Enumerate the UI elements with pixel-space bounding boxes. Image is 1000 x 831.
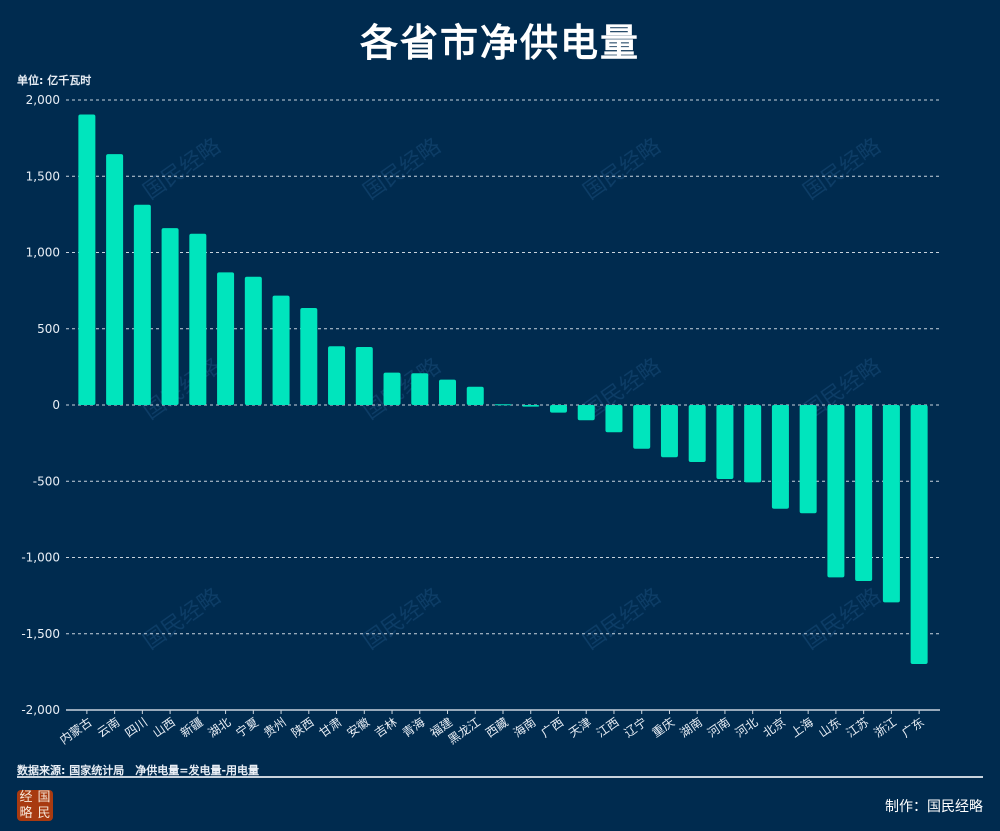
watermark: 国民经略 [799, 134, 885, 205]
bar-西藏 [494, 404, 512, 406]
x-tick-label: 天津 [566, 715, 594, 740]
bar-重庆 [660, 405, 678, 458]
bar-河南 [716, 405, 734, 479]
x-tick-label: 江西 [594, 715, 622, 740]
x-tick-label: 甘肃 [317, 715, 345, 740]
y-tick-label: -1,500 [21, 627, 60, 641]
x-tick-label: 北京 [760, 715, 788, 740]
x-tick-label: 青海 [399, 714, 427, 740]
y-tick-label: 1,500 [26, 169, 60, 183]
bar-安徽 [355, 347, 373, 405]
x-tick-label: 黑龙江 [445, 715, 483, 747]
bar-北京 [771, 405, 789, 509]
x-tick-label: 重庆 [649, 715, 677, 740]
bar-新疆 [189, 233, 207, 405]
bar-广东 [910, 405, 928, 664]
bar-湖南 [688, 405, 706, 463]
x-tick-label: 河南 [704, 714, 732, 740]
bar-福建 [439, 379, 457, 405]
bar-内蒙古 [78, 114, 96, 406]
x-tick-label: 贵州 [261, 715, 289, 740]
x-tick-label: 吉林 [372, 715, 400, 740]
bar-黑龙江 [466, 386, 484, 405]
unit-label: 单位: 亿千瓦时 [17, 74, 92, 87]
x-tick-label: 广西 [539, 715, 567, 740]
bar-湖北 [217, 272, 235, 405]
x-tick-label: 辽宁 [621, 714, 649, 740]
bar-贵州 [272, 295, 290, 405]
source-note: 数据来源: 国家统计局 净供电量=发电量-用电量 [17, 764, 260, 777]
divider [17, 776, 983, 778]
watermark: 国民经略 [359, 134, 445, 205]
bar-上海 [799, 405, 817, 514]
y-tick-label: 1,000 [26, 246, 60, 260]
x-tick-label: 湖南 [677, 714, 705, 740]
watermark: 国民经略 [799, 584, 885, 655]
x-tick-label: 湖北 [205, 714, 233, 740]
bar-江西 [605, 405, 623, 433]
bar-甘肃 [328, 346, 346, 405]
y-tick-label: 500 [37, 322, 60, 336]
x-tick-label: 上海 [788, 714, 816, 740]
y-tick-label: 2,000 [26, 93, 60, 107]
y-tick-label: -2,000 [21, 703, 60, 717]
chart-title: 各省市净供电量 [359, 21, 640, 65]
bar-河北 [744, 405, 762, 483]
y-tick-label: -1,000 [21, 551, 60, 565]
bar-天津 [577, 405, 595, 421]
x-tick-label: 河北 [733, 715, 761, 740]
watermark: 国民经略 [579, 584, 665, 655]
x-tick-label: 陕西 [288, 714, 316, 740]
watermark: 国民经略 [139, 584, 225, 655]
x-tick-label: 云南 [94, 714, 122, 740]
x-tick-label: 宁夏 [233, 714, 261, 740]
bar-广西 [549, 405, 567, 413]
bar-江苏 [855, 405, 873, 581]
x-tick-label: 浙江 [871, 715, 899, 740]
bar-浙江 [882, 405, 900, 603]
watermark: 国民经略 [139, 354, 225, 425]
watermark: 国民经略 [139, 134, 225, 205]
x-tick-label: 四川 [122, 715, 150, 740]
x-tick-label: 江苏 [844, 715, 872, 740]
bar-云南 [106, 154, 124, 405]
watermark: 国民经略 [359, 584, 445, 655]
watermark: 国民经略 [579, 134, 665, 205]
x-tick-label: 新疆 [177, 714, 205, 740]
bar-青海 [411, 373, 429, 405]
x-tick-label: 山东 [816, 715, 844, 740]
x-tick-label: 西藏 [483, 715, 511, 740]
bar-海南 [522, 405, 540, 407]
y-tick-label: 0 [52, 398, 60, 412]
bar-吉林 [383, 372, 401, 405]
bar-山东 [827, 405, 845, 578]
bar-辽宁 [633, 405, 651, 449]
y-tick-label: -500 [33, 474, 60, 488]
bar-陕西 [300, 308, 318, 405]
bar-四川 [133, 204, 151, 405]
x-tick-label: 广东 [899, 715, 927, 740]
logo: 经国略民 [17, 790, 53, 821]
x-tick-label: 山西 [150, 715, 178, 740]
x-tick-label: 内蒙古 [56, 714, 94, 747]
x-tick-label: 安徽 [344, 714, 372, 740]
x-tick-label: 海南 [510, 714, 538, 740]
maker-credit: 制作：国民经略 [885, 799, 983, 815]
bar-宁夏 [244, 276, 262, 405]
bar-山西 [161, 228, 179, 405]
